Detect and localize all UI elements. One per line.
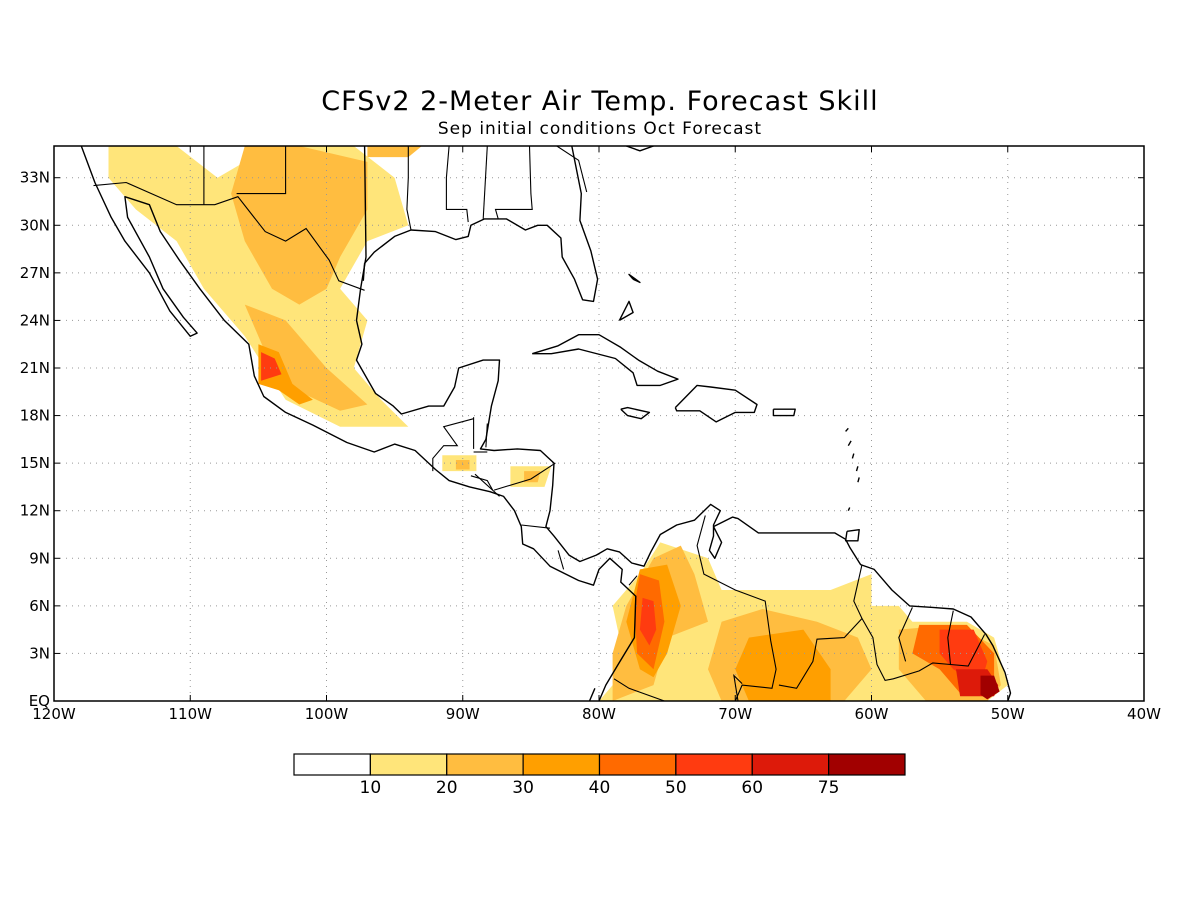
lat-lon-grid: [54, 146, 1144, 701]
colorbar-label: 20: [436, 778, 458, 798]
border-line: [898, 607, 913, 662]
border-line: [494, 146, 533, 220]
border-line: [861, 618, 986, 682]
coastline: [847, 440, 852, 447]
lon-tick-label: 80W: [582, 705, 616, 723]
lon-tick-label: 90W: [446, 705, 480, 723]
lat-tick-label: 3N: [29, 644, 50, 662]
lat-tick-label: EQ: [29, 692, 50, 710]
border-line: [485, 423, 488, 448]
lon-tick-label: 120W: [32, 705, 76, 723]
colorbar-swatch: [446, 753, 524, 776]
colorbar-swatch: [293, 753, 371, 776]
political-borders: [93, 146, 986, 701]
coastline: [626, 146, 654, 152]
coastline: [845, 427, 849, 432]
border-line: [493, 462, 556, 491]
lat-tick-label: 6N: [29, 597, 50, 615]
border-line: [521, 524, 551, 529]
border-line: [733, 674, 743, 701]
border-line: [557, 550, 565, 570]
skill-region-15: [735, 629, 831, 701]
coastline: [857, 477, 860, 483]
skill-region-3: [244, 304, 368, 411]
border-line: [445, 146, 469, 223]
border-line: [236, 146, 287, 195]
coastline: [355, 146, 1012, 701]
lon-tick-label: 60W: [855, 705, 889, 723]
colorbar-swatch: [751, 753, 830, 776]
longitude-axis: 120W 110W 100W 90W 80W 70W 60W 50W 40W: [32, 146, 1161, 723]
border-line: [406, 146, 412, 231]
coastline: [847, 507, 851, 511]
colorbar-label: 75: [818, 778, 840, 798]
coastline: [844, 529, 860, 542]
coastline: [620, 406, 651, 420]
border-line: [947, 610, 954, 665]
colorbar-swatch: [369, 753, 448, 776]
coastlines: [80, 146, 1012, 701]
coastline: [80, 146, 637, 701]
skill-region-18: [639, 597, 657, 646]
lat-tick-label: 9N: [29, 549, 50, 567]
border-line: [696, 515, 777, 701]
coastline: [588, 688, 596, 701]
coastline: [851, 453, 855, 459]
coastline: [628, 273, 641, 284]
border-line: [778, 564, 863, 689]
lon-tick-label: 110W: [169, 705, 213, 723]
lat-tick-label: 21N: [20, 359, 50, 377]
lon-tick-label: 50W: [991, 705, 1025, 723]
colorbar-swatch: [828, 753, 906, 776]
lon-tick-label: 70W: [718, 705, 752, 723]
colorbar-label: 50: [665, 778, 687, 798]
border-line: [470, 475, 494, 491]
lat-tick-label: 15N: [20, 454, 50, 472]
coastline: [772, 408, 796, 417]
coastline: [618, 300, 634, 322]
coastline: [362, 146, 599, 303]
colorbar-swatch: [675, 753, 753, 776]
colorbar-label: 10: [360, 778, 382, 798]
border-line: [474, 473, 500, 497]
skill-region-5: [261, 352, 282, 381]
map-title: CFSv2 2-Meter Air Temp. Forecast Skill: [321, 86, 879, 117]
lat-tick-label: 24N: [20, 311, 50, 329]
skill-shading: [108, 146, 1008, 701]
skill-region-21: [980, 675, 1000, 700]
border-line: [432, 418, 474, 472]
lon-tick-label: 100W: [305, 705, 349, 723]
lat-tick-label: 30N: [20, 216, 50, 234]
border-line: [482, 146, 488, 219]
lon-tick-label: 40W: [1127, 705, 1161, 723]
border-line: [93, 181, 365, 291]
border-line: [613, 678, 665, 701]
coastline: [531, 334, 679, 387]
skill-region-2: [367, 146, 422, 158]
skill-region-1: [231, 146, 368, 305]
colorbar-swatch: [598, 753, 677, 776]
coastline: [674, 384, 758, 423]
lat-tick-label: 12N: [20, 502, 50, 520]
lat-tick-label: 33N: [20, 169, 50, 187]
map-subtitle: Sep initial conditions Oct Forecast: [437, 119, 763, 139]
lat-tick-label: 18N: [20, 407, 50, 425]
colorbar: 10 20 30 40 50 60 75: [293, 753, 906, 798]
border-line: [628, 575, 638, 586]
colorbar-label: 30: [512, 778, 534, 798]
coastline: [855, 466, 859, 472]
colorbar-swatch: [522, 753, 601, 776]
latitude-axis: 33N 30N 27N 24N 21N 18N 15N 12N 9N 6N 3N EQ: [20, 169, 1144, 710]
colorbar-label: 40: [589, 778, 611, 798]
colorbar-label: 60: [741, 778, 763, 798]
lat-tick-label: 27N: [20, 264, 50, 282]
border-line: [556, 146, 588, 193]
